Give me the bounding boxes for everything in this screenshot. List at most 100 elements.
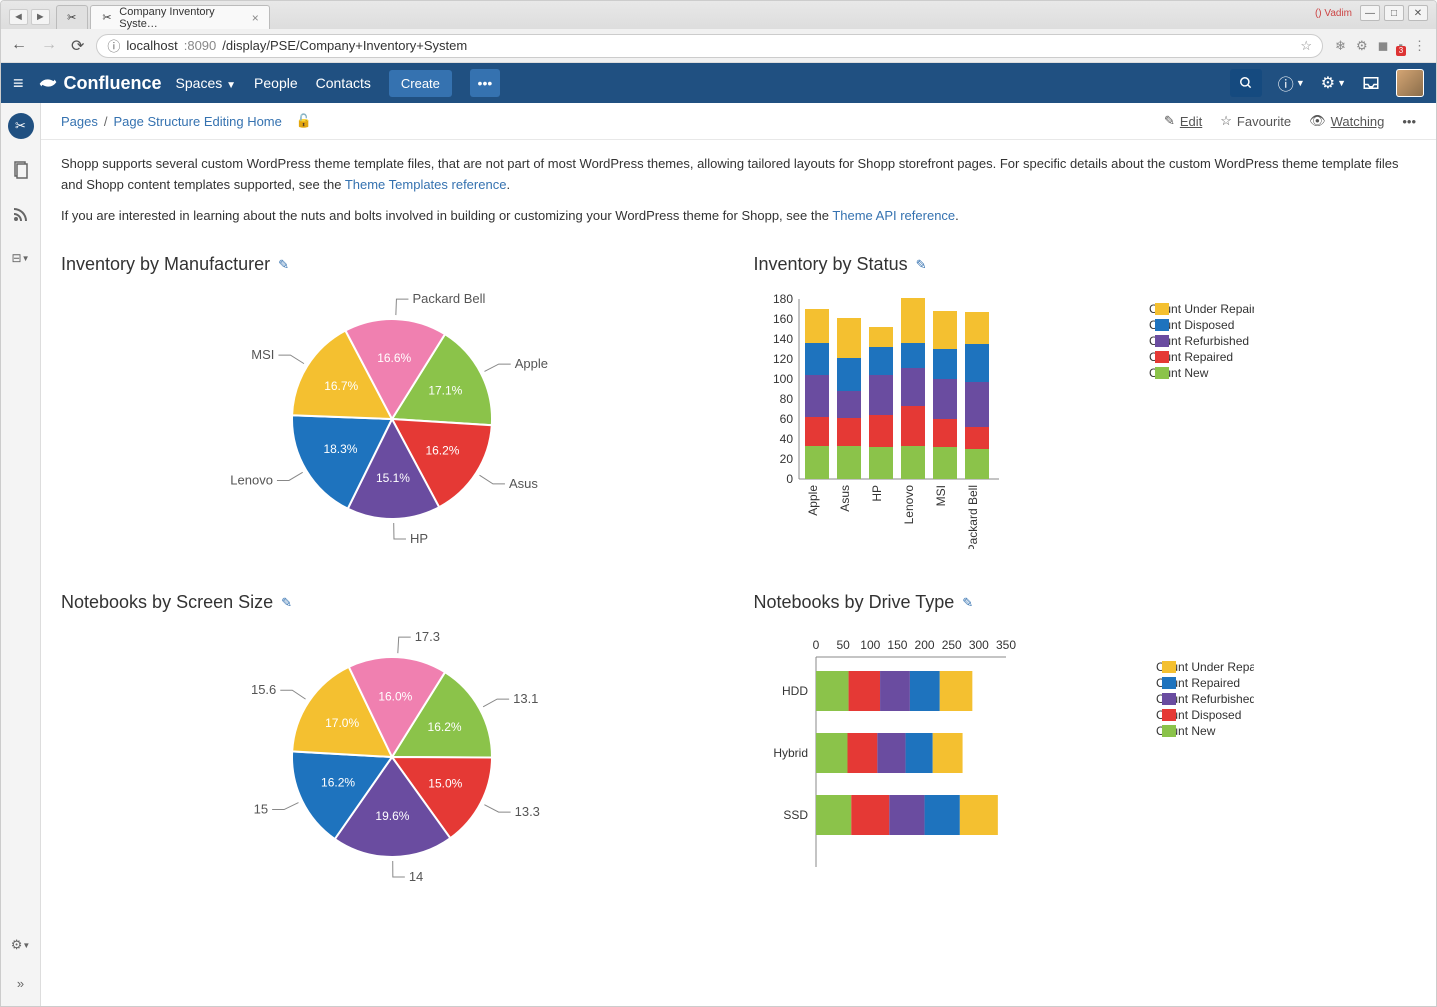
- create-button[interactable]: Create: [389, 70, 452, 97]
- svg-text:15: 15: [254, 802, 268, 817]
- chart-screen: Notebooks by Screen Size ✎ 16.2%13.115.0…: [61, 592, 724, 887]
- svg-text:MSI: MSI: [934, 485, 948, 506]
- page-icon[interactable]: [8, 157, 34, 183]
- nav-people[interactable]: People: [254, 75, 298, 91]
- url-port: :8090: [184, 38, 217, 53]
- svg-text:300: 300: [968, 638, 988, 652]
- svg-text:Packard Bell: Packard Bell: [413, 291, 486, 306]
- nav-spaces[interactable]: Spaces ▼: [176, 75, 237, 91]
- close-icon[interactable]: ×: [252, 11, 259, 25]
- svg-text:HP: HP: [870, 485, 884, 502]
- svg-text:13.3: 13.3: [515, 804, 540, 819]
- confluence-logo[interactable]: Confluence: [38, 73, 162, 94]
- reload-icon[interactable]: ⟳: [71, 36, 84, 56]
- chart-title: Inventory by Manufacturer: [61, 254, 270, 275]
- back-icon[interactable]: ←: [11, 36, 27, 56]
- svg-text:Apple: Apple: [515, 357, 548, 372]
- svg-text:100: 100: [772, 372, 792, 386]
- scissors-icon: ✂: [65, 11, 79, 25]
- svg-text:Asus: Asus: [838, 485, 852, 512]
- extension-icons: ❄ ⚙ ◼ ▪3 ⋮: [1335, 38, 1426, 54]
- chevron-down-icon: ▼: [226, 80, 236, 91]
- theme-templates-link[interactable]: Theme Templates reference: [345, 177, 507, 192]
- edit-button[interactable]: ✎ Edit: [1164, 113, 1202, 129]
- svg-text:17.1%: 17.1%: [429, 384, 463, 398]
- svg-text:17.0%: 17.0%: [325, 716, 359, 730]
- star-icon[interactable]: ☆: [1300, 38, 1312, 54]
- ext-icon[interactable]: ❄: [1335, 38, 1346, 54]
- intro-text: Shopp supports several custom WordPress …: [41, 140, 1436, 244]
- menu-icon[interactable]: ≡: [13, 73, 24, 94]
- confluence-header: ≡ Confluence Spaces ▼ People Contacts Cr…: [1, 63, 1436, 103]
- svg-text:250: 250: [941, 638, 961, 652]
- svg-text:15.6: 15.6: [251, 683, 276, 698]
- breadcrumb: Pages / Page Structure Editing Home 🔓: [61, 113, 312, 129]
- chart-manufacturer: Inventory by Manufacturer ✎ 17.1% Apple 16…: [61, 254, 724, 552]
- menu-icon[interactable]: ⋮: [1413, 38, 1426, 54]
- svg-text:16.2%: 16.2%: [426, 444, 460, 458]
- active-tab[interactable]: ✂ Company Inventory Syste… ×: [90, 5, 270, 29]
- unlock-icon[interactable]: 🔓: [296, 113, 312, 129]
- svg-text:140: 140: [772, 332, 792, 346]
- svg-text:20: 20: [779, 452, 793, 466]
- svg-text:SSD: SSD: [783, 808, 808, 822]
- maximize-icon[interactable]: □: [1384, 5, 1404, 21]
- ext-icon[interactable]: ▪3: [1398, 38, 1403, 53]
- svg-text:0: 0: [812, 638, 819, 652]
- breadcrumb-home[interactable]: Page Structure Editing Home: [114, 114, 282, 129]
- pencil-icon[interactable]: ✎: [916, 257, 927, 273]
- rss-icon[interactable]: [8, 201, 34, 227]
- user-indicator: () Vadim: [1315, 8, 1352, 19]
- favourite-button[interactable]: ☆ Favourite: [1220, 113, 1291, 129]
- svg-text:16.0%: 16.0%: [379, 690, 413, 704]
- pencil-icon[interactable]: ✎: [278, 257, 289, 273]
- collapse-icon[interactable]: »: [8, 970, 34, 996]
- ext-icon[interactable]: ⚙: [1356, 38, 1368, 54]
- tree-icon[interactable]: ⊟ ▼: [8, 245, 34, 271]
- chart-drive: Notebooks by Drive Type ✎ 05010015020025…: [754, 592, 1417, 887]
- eye-icon: 👁: [1309, 113, 1326, 129]
- theme-api-link[interactable]: Theme API reference: [832, 208, 955, 223]
- brand-text: Confluence: [64, 73, 162, 94]
- svg-text:Packard Bell: Packard Bell: [966, 485, 980, 549]
- more-button[interactable]: •••: [470, 69, 500, 97]
- window-controls: () Vadim — □ ✕: [1315, 5, 1428, 21]
- url-path: /display/PSE/Company+Inventory+System: [222, 38, 467, 53]
- svg-text:Apple: Apple: [806, 485, 820, 516]
- pie-chart: 17.1%Apple16.2%Asus15.1%HP18.3%Lenovo16.…: [202, 289, 582, 549]
- gear-icon[interactable]: ⚙ ▼: [1321, 73, 1346, 93]
- scissors-icon[interactable]: ✂: [8, 113, 34, 139]
- breadcrumb-pages[interactable]: Pages: [61, 114, 98, 129]
- inactive-tab[interactable]: ✂: [56, 5, 88, 29]
- tab-nav-arrows: ◄ ►: [9, 9, 50, 29]
- svg-text:120: 120: [772, 352, 792, 366]
- svg-text:80: 80: [779, 392, 793, 406]
- search-icon[interactable]: [1230, 69, 1262, 97]
- address-bar[interactable]: ⓘ localhost:8090/display/PSE/Company+Inv…: [96, 34, 1323, 58]
- svg-text:16.2%: 16.2%: [321, 776, 355, 790]
- stacked-bar-chart: 050100150200250300350HDDHybridSSDCount U…: [754, 627, 1254, 867]
- tray-icon[interactable]: [1362, 75, 1380, 91]
- tab-fwd-icon[interactable]: ►: [31, 9, 50, 25]
- avatar[interactable]: [1396, 69, 1424, 97]
- browser-window: ◄ ► ✂ ✂ Company Inventory Syste… × () Va…: [0, 0, 1437, 1007]
- svg-text:16.2%: 16.2%: [428, 721, 462, 735]
- watching-button[interactable]: 👁 Watching: [1309, 113, 1384, 129]
- pencil-icon[interactable]: ✎: [962, 595, 973, 611]
- scissors-icon: ✂: [101, 11, 114, 25]
- pencil-icon[interactable]: ✎: [281, 595, 292, 611]
- forward-icon[interactable]: →: [41, 36, 57, 56]
- svg-text:16.7%: 16.7%: [324, 380, 358, 394]
- tab-back-icon[interactable]: ◄: [9, 9, 28, 25]
- more-actions[interactable]: •••: [1402, 113, 1416, 129]
- gear-icon[interactable]: ⚙▼: [8, 932, 34, 958]
- svg-text:0: 0: [786, 472, 793, 486]
- minimize-icon[interactable]: —: [1360, 5, 1380, 21]
- close-window-icon[interactable]: ✕: [1408, 5, 1428, 21]
- header-right: ⓘ ▼ ⚙ ▼: [1230, 69, 1424, 97]
- page-actions: ✎ Edit ☆ Favourite 👁 Watching •••: [1164, 113, 1416, 129]
- svg-text:17.3: 17.3: [415, 630, 440, 645]
- help-icon[interactable]: ⓘ ▼: [1278, 71, 1305, 95]
- ext-icon[interactable]: ◼: [1378, 38, 1389, 54]
- nav-contacts[interactable]: Contacts: [316, 75, 371, 91]
